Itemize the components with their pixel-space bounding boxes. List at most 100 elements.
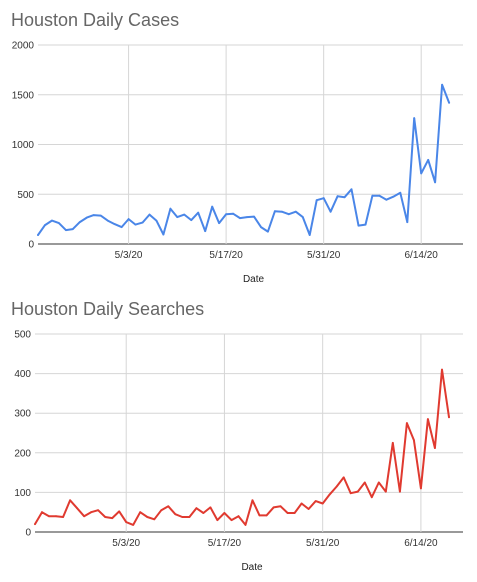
y-tick-label: 1000	[12, 140, 35, 151]
data-point	[349, 492, 352, 495]
data-point	[37, 234, 39, 236]
data-point	[286, 512, 289, 514]
x-tick-label: 5/3/20	[115, 250, 143, 261]
data-point	[370, 496, 373, 499]
data-point	[314, 500, 317, 502]
data-point	[406, 221, 409, 224]
data-point	[260, 226, 262, 229]
data-point	[336, 195, 339, 198]
data-point	[202, 512, 205, 514]
data-point	[350, 188, 353, 191]
y-tick-label: 0	[28, 240, 34, 251]
y-tick-label: 1500	[12, 90, 35, 101]
data-point	[232, 212, 235, 215]
y-tick-label: 0	[25, 528, 31, 539]
data-point	[322, 197, 325, 200]
cases-chart: Houston Daily Cases 0 500 1000 1500 2000 5/3/…	[0, 0, 477, 290]
y-tick-label: 200	[14, 448, 31, 459]
y-tick-label: 500	[14, 330, 31, 341]
data-point	[134, 223, 137, 226]
data-point	[141, 221, 144, 224]
data-point	[99, 214, 102, 217]
chart-title: Houston Daily Cases	[11, 10, 180, 30]
series-line	[34, 368, 450, 526]
data-point	[441, 83, 443, 86]
data-point	[51, 219, 53, 222]
data-point	[272, 506, 275, 509]
data-point	[65, 229, 67, 232]
data-point	[148, 213, 151, 216]
data-point	[120, 226, 123, 229]
x-axis-title: Date	[243, 274, 265, 285]
data-point	[258, 514, 261, 517]
data-point	[399, 191, 402, 194]
data-point	[190, 219, 193, 222]
data-point	[146, 516, 149, 518]
data-point	[251, 499, 254, 502]
data-point	[420, 487, 422, 490]
data-point	[183, 213, 186, 216]
data-point	[357, 224, 360, 227]
data-point	[448, 416, 450, 419]
x-tick-label: 5/17/20	[208, 538, 242, 549]
data-point	[181, 516, 184, 518]
data-point	[41, 511, 43, 514]
data-point	[391, 442, 394, 444]
data-point	[132, 524, 135, 526]
data-point	[371, 194, 374, 197]
data-point	[83, 515, 85, 518]
data-point	[44, 224, 46, 227]
data-point	[413, 439, 415, 441]
data-point	[169, 207, 172, 210]
data-point	[97, 509, 99, 512]
data-point	[293, 512, 296, 514]
data-point	[427, 159, 430, 161]
data-point	[399, 490, 401, 493]
data-point	[384, 490, 387, 493]
data-point	[328, 493, 331, 496]
data-point	[265, 514, 268, 517]
data-point	[230, 519, 233, 521]
x-tick-label: 6/14/20	[404, 538, 438, 549]
data-point	[167, 505, 170, 508]
searches-chart-plot: 0 100 200 300 400 500 5/3/20 5/17/20 5/31/20 6/14…	[14, 330, 463, 573]
data-point	[448, 101, 450, 104]
data-point	[209, 506, 212, 509]
data-point	[406, 422, 408, 424]
data-point	[363, 481, 366, 484]
x-tick-label: 6/14/20	[405, 250, 439, 261]
data-point	[174, 513, 177, 516]
data-point	[378, 194, 381, 197]
data-point	[239, 217, 241, 220]
data-point	[90, 511, 92, 514]
data-point	[85, 216, 88, 219]
data-point	[197, 211, 200, 214]
x-tick-label: 5/31/20	[307, 250, 341, 261]
data-point	[427, 418, 429, 420]
data-point	[78, 221, 81, 224]
data-point	[76, 507, 78, 510]
data-point	[188, 516, 191, 518]
data-point	[139, 511, 142, 514]
x-tick-label: 5/31/20	[306, 538, 340, 549]
cases-chart-plot: 0 500 1000 1500 2000 5/3/20 5/17/20 5/31/20 6/14…	[12, 41, 463, 285]
data-point	[34, 523, 36, 525]
data-point	[55, 515, 57, 518]
data-point	[441, 368, 443, 371]
data-point	[125, 521, 128, 523]
data-point	[62, 516, 64, 518]
x-tick-label: 5/17/20	[209, 250, 243, 261]
data-point	[392, 195, 395, 198]
data-point	[321, 502, 324, 505]
data-point	[71, 228, 74, 231]
data-point	[104, 516, 107, 518]
data-point	[308, 234, 311, 236]
data-point	[58, 222, 60, 225]
y-tick-label: 500	[17, 190, 34, 201]
data-point	[113, 223, 116, 226]
data-point	[335, 485, 338, 488]
data-point	[211, 205, 214, 208]
data-point	[118, 510, 121, 513]
data-point	[315, 199, 318, 202]
data-point	[342, 476, 345, 479]
